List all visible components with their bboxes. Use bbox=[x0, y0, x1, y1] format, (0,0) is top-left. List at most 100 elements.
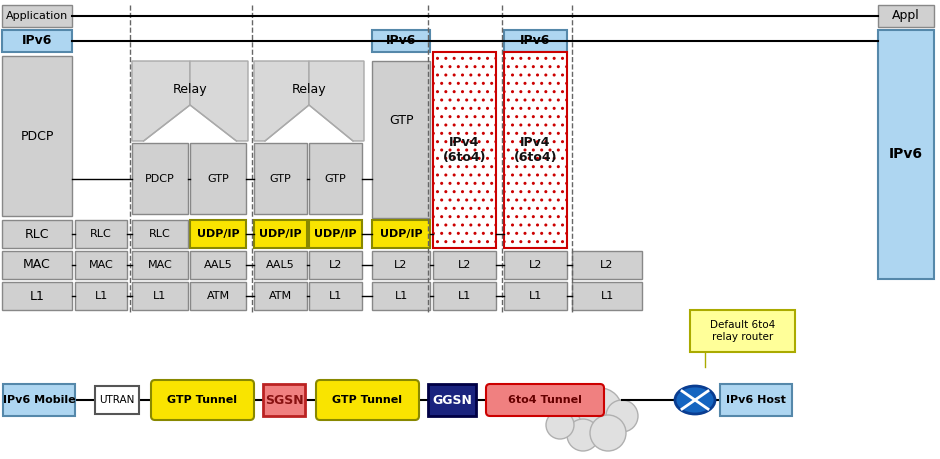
Bar bbox=[75, 251, 127, 279]
Bar bbox=[132, 282, 188, 310]
Circle shape bbox=[578, 388, 622, 432]
Bar bbox=[428, 384, 476, 416]
Bar bbox=[75, 220, 127, 248]
Bar bbox=[572, 251, 642, 279]
Bar bbox=[2, 5, 72, 27]
Text: AAL5: AAL5 bbox=[204, 260, 232, 270]
Circle shape bbox=[557, 400, 593, 436]
Text: PDCP: PDCP bbox=[145, 174, 175, 184]
Bar bbox=[372, 251, 430, 279]
Text: GTP Tunnel: GTP Tunnel bbox=[332, 395, 402, 405]
Bar bbox=[2, 220, 72, 248]
Text: IPv4
(6to4): IPv4 (6to4) bbox=[443, 136, 486, 164]
Text: IPv6: IPv6 bbox=[385, 34, 416, 47]
Bar bbox=[504, 251, 567, 279]
Text: L2: L2 bbox=[601, 260, 614, 270]
Polygon shape bbox=[254, 61, 309, 141]
Bar bbox=[254, 251, 307, 279]
Text: L2: L2 bbox=[529, 260, 542, 270]
Circle shape bbox=[546, 411, 574, 439]
Bar bbox=[309, 220, 362, 248]
Text: MAC: MAC bbox=[24, 258, 51, 272]
Text: RLC: RLC bbox=[90, 229, 112, 239]
Bar bbox=[309, 282, 362, 310]
Text: Relay: Relay bbox=[291, 83, 326, 95]
Bar bbox=[309, 251, 362, 279]
Bar bbox=[190, 282, 246, 310]
Text: ATM: ATM bbox=[269, 291, 292, 301]
Text: L1: L1 bbox=[458, 291, 471, 301]
Bar bbox=[372, 30, 430, 52]
Text: GGSN: GGSN bbox=[432, 393, 472, 407]
Text: IPv6: IPv6 bbox=[521, 34, 551, 47]
Bar bbox=[2, 56, 72, 216]
Text: Default 6to4
relay router: Default 6to4 relay router bbox=[710, 320, 776, 342]
Bar bbox=[690, 310, 795, 352]
Circle shape bbox=[590, 415, 626, 451]
Bar bbox=[3, 384, 75, 416]
Text: L1: L1 bbox=[601, 291, 614, 301]
Bar bbox=[372, 282, 430, 310]
Bar bbox=[433, 282, 496, 310]
Text: L1: L1 bbox=[395, 291, 408, 301]
Text: L2: L2 bbox=[329, 260, 342, 270]
Text: IPv6: IPv6 bbox=[22, 34, 53, 47]
Text: RLC: RLC bbox=[149, 229, 171, 239]
Text: IPv4
(6to4): IPv4 (6to4) bbox=[514, 136, 557, 164]
Bar bbox=[504, 282, 567, 310]
Text: IPv6 Host: IPv6 Host bbox=[726, 395, 786, 405]
Text: GTP: GTP bbox=[270, 174, 291, 184]
FancyBboxPatch shape bbox=[316, 380, 419, 420]
Bar bbox=[190, 220, 246, 248]
Bar bbox=[254, 220, 307, 248]
Text: AAL5: AAL5 bbox=[266, 260, 295, 270]
Bar bbox=[504, 52, 567, 248]
Bar bbox=[2, 30, 72, 52]
Bar bbox=[878, 30, 934, 279]
Text: UDP/IP: UDP/IP bbox=[196, 229, 240, 239]
Text: UTRAN: UTRAN bbox=[100, 395, 134, 405]
Text: UDP/IP: UDP/IP bbox=[380, 229, 422, 239]
Bar bbox=[254, 282, 307, 310]
Text: L1: L1 bbox=[153, 291, 166, 301]
Text: ATM: ATM bbox=[207, 291, 229, 301]
Text: UDP/IP: UDP/IP bbox=[314, 229, 357, 239]
Polygon shape bbox=[190, 61, 248, 141]
Bar bbox=[2, 251, 72, 279]
Bar bbox=[95, 386, 139, 414]
Text: GTP: GTP bbox=[207, 174, 228, 184]
Text: RLC: RLC bbox=[24, 228, 49, 241]
Text: L2: L2 bbox=[458, 260, 471, 270]
Text: L1: L1 bbox=[529, 291, 542, 301]
Text: MAC: MAC bbox=[88, 260, 114, 270]
FancyBboxPatch shape bbox=[486, 384, 604, 416]
Text: L1: L1 bbox=[94, 291, 107, 301]
Text: Appl: Appl bbox=[892, 10, 920, 22]
Bar bbox=[254, 143, 307, 214]
Bar bbox=[720, 384, 792, 416]
Bar bbox=[433, 52, 496, 248]
FancyBboxPatch shape bbox=[151, 380, 254, 420]
Bar bbox=[190, 143, 246, 214]
Text: GTP Tunnel: GTP Tunnel bbox=[167, 395, 237, 405]
Text: L1: L1 bbox=[329, 291, 342, 301]
Text: Application: Application bbox=[6, 11, 68, 21]
Polygon shape bbox=[132, 61, 190, 141]
Text: MAC: MAC bbox=[148, 260, 172, 270]
Bar bbox=[132, 220, 188, 248]
Bar bbox=[433, 251, 496, 279]
Bar bbox=[504, 30, 567, 52]
Text: Relay: Relay bbox=[173, 83, 208, 95]
Circle shape bbox=[606, 400, 638, 432]
Bar bbox=[75, 282, 127, 310]
Bar bbox=[309, 143, 362, 214]
Bar bbox=[372, 61, 430, 218]
Bar bbox=[878, 5, 934, 27]
Circle shape bbox=[567, 419, 599, 451]
Text: GTP: GTP bbox=[324, 174, 346, 184]
Text: IPv6: IPv6 bbox=[889, 147, 923, 162]
Text: PDCP: PDCP bbox=[21, 129, 54, 142]
Bar bbox=[190, 251, 246, 279]
Ellipse shape bbox=[675, 386, 715, 414]
Polygon shape bbox=[309, 61, 364, 141]
